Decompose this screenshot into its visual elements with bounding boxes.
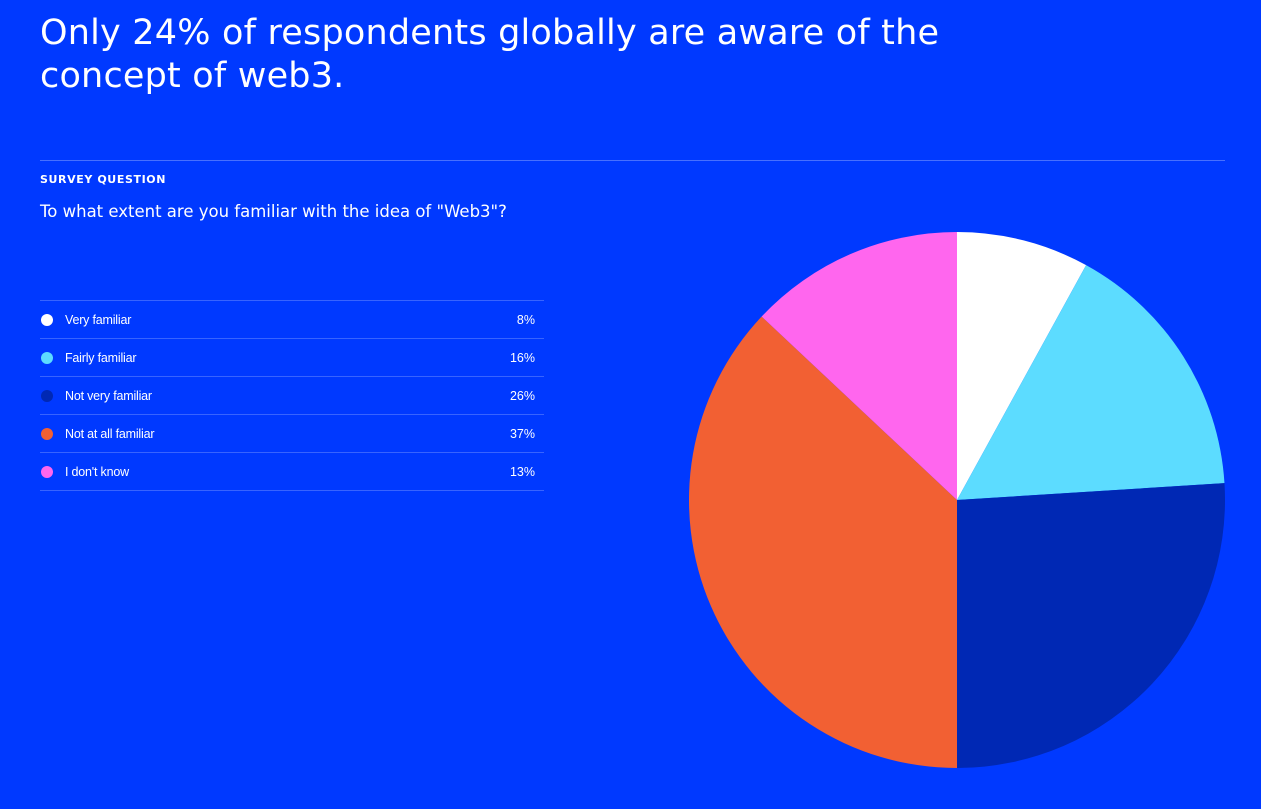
pie-slice-not-very-familiar bbox=[957, 483, 1225, 768]
legend-label: Not at all familiar bbox=[65, 426, 155, 441]
legend-swatch bbox=[41, 313, 53, 326]
pie-slice-very-familiar bbox=[957, 232, 1087, 500]
legend-value: 8% bbox=[516, 312, 535, 327]
legend-swatch bbox=[41, 465, 53, 478]
pie-slice-i-don-t-know bbox=[761, 232, 957, 500]
page-title: Only 24% of respondents globally are awa… bbox=[40, 13, 940, 96]
legend-item: Not very familiar 26% bbox=[40, 377, 544, 415]
legend-label: I don't know bbox=[65, 464, 129, 479]
legend-item: Very familiar 8% bbox=[40, 301, 544, 339]
section-divider bbox=[40, 160, 1225, 161]
legend-swatch bbox=[41, 389, 53, 402]
legend-label: Very familiar bbox=[65, 312, 132, 327]
legend-value: 37% bbox=[509, 426, 535, 441]
legend-value: 13% bbox=[509, 464, 535, 479]
pie-slice-fairly-familiar bbox=[957, 265, 1225, 500]
legend-item: I don't know 13% bbox=[40, 453, 544, 491]
legend-value: 26% bbox=[509, 388, 535, 403]
legend-value: 16% bbox=[509, 350, 535, 365]
survey-question-label: SURVEY QUESTION bbox=[40, 173, 167, 186]
legend-item: Fairly familiar 16% bbox=[40, 339, 544, 377]
legend-label: Fairly familiar bbox=[65, 350, 137, 365]
pie-slice-not-at-all-familiar bbox=[689, 316, 957, 768]
legend-item: Not at all familiar 37% bbox=[40, 415, 544, 453]
legend-swatch bbox=[41, 427, 53, 440]
legend-label: Not very familiar bbox=[65, 388, 152, 403]
chart-legend: Very familiar 8% Fairly familiar 16% Not… bbox=[40, 300, 544, 491]
legend-swatch bbox=[41, 351, 53, 364]
survey-question-text: To what extent are you familiar with the… bbox=[40, 202, 507, 221]
